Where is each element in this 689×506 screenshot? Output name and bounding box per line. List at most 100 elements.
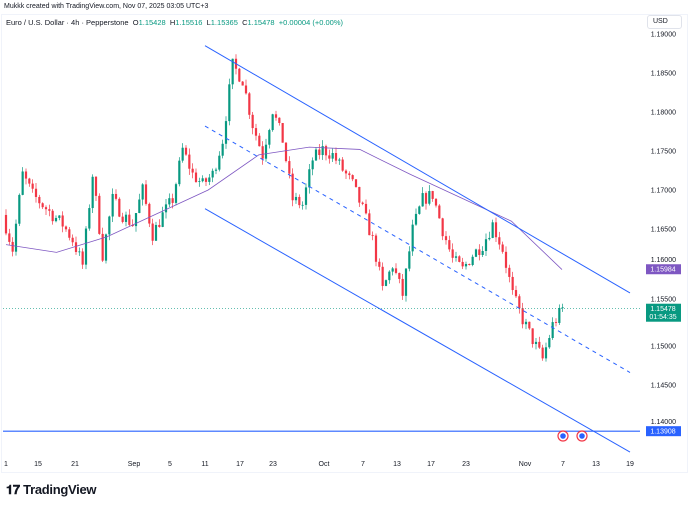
candle-body	[561, 307, 564, 309]
candle-body	[58, 215, 61, 218]
candle-body	[51, 210, 54, 222]
last-price-label-countdown: 01:54:35	[649, 314, 676, 321]
candle-body	[28, 178, 31, 184]
candle-body	[298, 196, 301, 206]
candle-body	[324, 146, 328, 156]
candle-body	[521, 308, 524, 325]
candle-body	[158, 224, 161, 227]
candle-body	[258, 135, 261, 147]
candle-body	[154, 224, 158, 241]
candle-body	[254, 128, 258, 136]
candle-body	[334, 153, 338, 161]
x-tick-label: 17	[236, 461, 244, 468]
candle-body	[94, 176, 98, 196]
channel-middle-line	[204, 125, 631, 373]
close-label: C	[242, 18, 248, 27]
candle-body	[284, 142, 288, 162]
y-tick-label: 1.14000	[651, 419, 676, 426]
candle-body	[464, 263, 468, 267]
candle-body	[308, 169, 311, 188]
x-tick-label: 13	[393, 461, 401, 468]
candle-body	[481, 250, 484, 255]
candle-body	[471, 256, 474, 265]
candle-body	[4, 214, 8, 234]
candle-body	[438, 205, 441, 219]
candle-body	[288, 161, 291, 174]
candle-body	[451, 249, 454, 258]
candle-body	[494, 222, 498, 238]
candle-body	[224, 121, 228, 144]
candle-body	[491, 222, 494, 238]
x-tick-label: 23	[269, 461, 277, 468]
candle-body	[311, 160, 314, 170]
candle-body	[454, 256, 458, 258]
candle-body	[528, 321, 531, 329]
candle-body	[31, 183, 34, 189]
symbol-legend: Euro / U.S. Dollar · 4h · Pepperstone O1…	[6, 18, 343, 27]
tradingview-logo: 𝟏𝟕 TradingView	[6, 482, 97, 498]
candle-body	[508, 267, 511, 277]
ma-price-label: 1.15984	[650, 267, 675, 274]
candle-body	[358, 186, 361, 203]
candle-body	[401, 278, 404, 296]
candle-body	[104, 234, 108, 261]
candle-body	[54, 217, 58, 222]
currency-button[interactable]: USD	[647, 15, 682, 29]
candle-body	[141, 184, 144, 200]
candles	[4, 54, 564, 362]
candle-body	[468, 263, 471, 265]
candle-body	[551, 322, 554, 339]
y-tick-label: 1.15000	[651, 344, 676, 351]
candle-body	[91, 176, 94, 209]
candle-body	[328, 155, 331, 159]
candle-body	[384, 280, 388, 286]
y-tick-label: 1.18000	[651, 110, 676, 117]
x-tick-label: 7	[561, 461, 565, 468]
candle-body	[211, 170, 214, 178]
high-label: H	[169, 18, 176, 27]
candle-body	[221, 143, 224, 156]
candle-body	[264, 144, 268, 159]
candle-body	[428, 191, 431, 204]
candle-body	[14, 223, 18, 252]
candle-body	[498, 237, 501, 245]
high-value: 1.15516	[175, 18, 203, 27]
moving-average-line	[5, 146, 563, 270]
candle-body	[518, 296, 521, 309]
candle-body	[151, 223, 154, 241]
candle-body	[48, 209, 51, 211]
candle-body	[161, 212, 164, 227]
candle-body	[71, 237, 74, 243]
y-tick-label: 1.19000	[651, 32, 676, 39]
candle-body	[21, 171, 24, 195]
candle-body	[314, 149, 318, 161]
candle-body	[341, 159, 344, 171]
candle-body	[361, 202, 364, 204]
channel-lower-line	[204, 208, 631, 453]
candle-body	[201, 178, 204, 182]
candle-body	[404, 268, 408, 296]
candle-body	[318, 149, 321, 156]
candle-body	[248, 93, 251, 115]
candle-body	[524, 321, 528, 325]
candle-body	[231, 58, 234, 85]
candle-body	[34, 188, 38, 197]
flag-icon	[579, 433, 585, 439]
candle-body	[374, 235, 378, 262]
candle-body	[64, 226, 68, 230]
candle-body	[11, 241, 14, 252]
candle-body	[134, 213, 138, 227]
candle-body	[414, 213, 418, 225]
y-tick-label: 1.17500	[651, 149, 676, 156]
candle-body	[108, 216, 111, 235]
candle-body	[488, 237, 491, 240]
candle-body	[501, 244, 504, 252]
candle-body	[74, 242, 78, 252]
candle-body	[194, 172, 198, 182]
candle-body	[431, 191, 434, 199]
low-value: 1.15365	[210, 18, 238, 27]
candle-body	[348, 173, 351, 176]
candle-body	[61, 215, 64, 227]
candle-body	[18, 194, 21, 224]
